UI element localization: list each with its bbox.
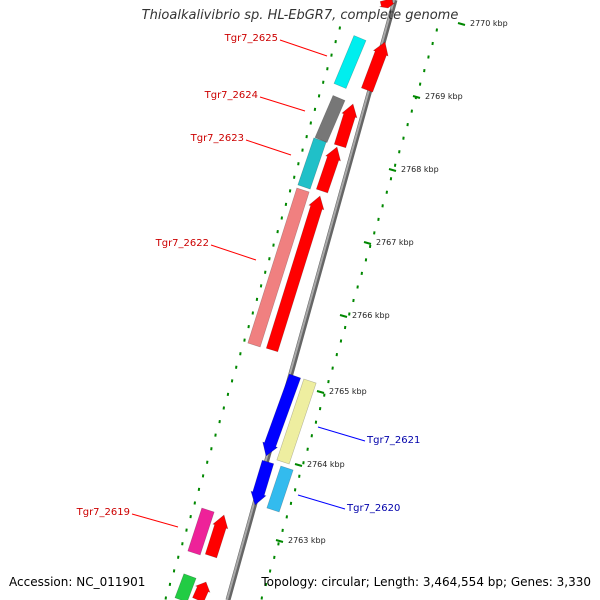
ruler-major-tick: [363, 241, 372, 245]
gene-label[interactable]: Tgr7_2623: [190, 133, 244, 144]
cds-arrow: [204, 514, 229, 559]
cds-arrow-forward: [250, 459, 275, 506]
cog-bar-skyblue: [266, 465, 294, 513]
gene-label[interactable]: Tgr7_2621: [366, 435, 420, 446]
gene-label[interactable]: Tgr7_2625: [224, 33, 278, 44]
genome-summary: Topology: circular; Length: 3,464,554 bp…: [261, 575, 591, 589]
cog-bar-magenta: [187, 507, 215, 556]
ruler-major-tick: [275, 539, 284, 543]
gene-label[interactable]: Tgr7_2620: [346, 503, 400, 514]
gene-label[interactable]: Tgr7_2622: [155, 238, 209, 249]
gene-label-leader: [131, 513, 179, 528]
gene-labels: Tgr7_2625 Tgr7_2624 Tgr7_2623 Tgr7_2622 Tgr7…: [76, 33, 420, 528]
cog-bar-teal: [297, 137, 327, 190]
gene-label-leader: [259, 96, 306, 112]
kbp-ruler: 2770 kbp 2769 kbp 2768 kbp 2767 kbp 2766 kbp…: [275, 19, 508, 545]
cds-arrow: [315, 146, 341, 194]
feature-track: [174, 0, 395, 600]
ruler-label: 2763 kbp: [288, 536, 326, 545]
gene-label-leader: [279, 39, 328, 57]
ruler-label: 2767 kbp: [376, 238, 414, 247]
cds-arrow: [360, 41, 389, 93]
ruler-major-tick: [316, 390, 325, 394]
cog-bar-salmon: [247, 187, 310, 348]
gene-label-leader: [317, 426, 366, 442]
ruler-major-tick: [388, 168, 397, 172]
ruler-label: 2764 kbp: [307, 460, 345, 469]
ruler-label: 2765 kbp: [329, 387, 367, 396]
accession-label: Accession: NC_011901: [9, 575, 146, 589]
cds-arrow: [379, 0, 395, 9]
cog-bar-green: [174, 573, 197, 600]
gene-label[interactable]: Tgr7_2619: [76, 507, 130, 518]
ruler-major-tick: [457, 22, 466, 26]
ruler-label: 2770 kbp: [470, 19, 508, 28]
ruler-major-tick: [412, 95, 421, 99]
cds-arrow: [333, 103, 358, 149]
ruler-label: 2766 kbp: [352, 311, 390, 320]
map-title: Thioalkalivibrio sp. HL-EbGR7, complete …: [141, 8, 459, 23]
ruler-label: 2769 kbp: [425, 92, 463, 101]
cds-arrow: [265, 195, 325, 353]
ruler-major-tick: [294, 463, 303, 467]
inner-tick-track: [164, 26, 341, 600]
cds-arrow: [192, 581, 211, 600]
ruler-label: 2768 kbp: [401, 165, 439, 174]
cog-bar-cyan: [333, 35, 367, 89]
gene-label-leader: [297, 494, 346, 510]
gene-label-leader: [210, 244, 257, 261]
cds-arrow-forward: [262, 373, 302, 457]
cog-bar-grey: [314, 95, 346, 143]
cog-bar-yellow: [276, 378, 317, 465]
ruler-major-tick: [339, 314, 348, 318]
gene-label-leader: [245, 139, 292, 156]
gene-label[interactable]: Tgr7_2624: [204, 90, 258, 101]
